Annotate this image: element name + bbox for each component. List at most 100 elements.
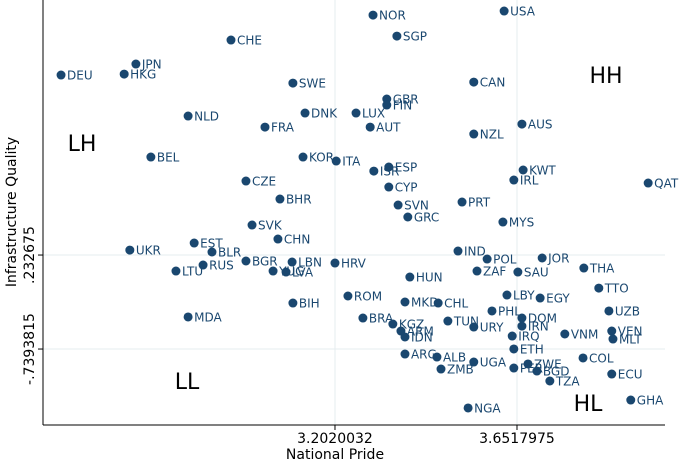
point <box>517 321 527 331</box>
point-label: ZWE <box>534 357 562 371</box>
point-label: AUT <box>376 121 401 135</box>
point <box>482 254 492 264</box>
point-label: KGZ <box>399 318 424 332</box>
point-label: EST <box>200 237 223 251</box>
y-axis-title: Infrastructure Quality <box>4 137 20 287</box>
point <box>247 220 257 230</box>
point-label: MKD <box>411 295 438 309</box>
point-label: TZA <box>555 375 581 389</box>
point-label: BGD <box>543 365 570 379</box>
point <box>125 245 135 255</box>
point <box>433 298 443 308</box>
point-label: MDA <box>194 310 222 324</box>
point <box>287 257 297 267</box>
point <box>472 266 482 276</box>
point <box>607 369 617 379</box>
point <box>268 266 278 276</box>
point-label: JPN <box>141 58 162 72</box>
point <box>453 246 463 256</box>
point-label: FIN <box>393 99 412 113</box>
point-label: IND <box>464 245 486 259</box>
point-label: LBY <box>513 289 535 303</box>
point <box>369 166 379 176</box>
point-label: USA <box>510 5 536 19</box>
point-label: IRN <box>528 320 549 334</box>
point-label: LBN <box>298 256 322 270</box>
y-tick-label: -.7393815 <box>22 313 38 385</box>
point-label: FRA <box>271 121 295 135</box>
point <box>241 176 251 186</box>
point-label: LVA <box>292 266 314 280</box>
point <box>146 152 156 162</box>
point-label: ZMB <box>447 363 474 377</box>
point-label: VEN <box>618 325 643 339</box>
point-label: UGA <box>480 356 507 370</box>
point <box>523 359 533 369</box>
y-tick-label: .232675 <box>22 226 38 284</box>
point-label: NOR <box>379 9 406 23</box>
point-label: BEL <box>157 151 180 165</box>
point <box>298 152 308 162</box>
x-tick-label: 3.6517975 <box>479 431 555 447</box>
point <box>626 395 636 405</box>
point-label: IRL <box>520 174 539 188</box>
point <box>207 247 217 257</box>
point-label: ALB <box>443 351 466 365</box>
point-label: SWE <box>299 77 326 91</box>
point <box>331 156 341 166</box>
point <box>607 326 617 336</box>
point-label: DEU <box>67 69 93 83</box>
point <box>469 322 479 332</box>
point <box>537 253 547 263</box>
point-label: GBR <box>393 93 419 107</box>
point <box>260 122 270 132</box>
point <box>330 258 340 268</box>
point <box>469 129 479 139</box>
quadrant-label: HL <box>574 392 604 417</box>
point <box>351 108 361 118</box>
point <box>288 298 298 308</box>
point-label: QAT <box>654 177 679 191</box>
point <box>183 312 193 322</box>
point <box>502 290 512 300</box>
point-label: CZE <box>252 175 276 189</box>
point-label: CHN <box>284 233 310 247</box>
point <box>275 194 285 204</box>
point <box>604 306 614 316</box>
point-label: GHA <box>637 394 664 408</box>
point <box>226 35 236 45</box>
point <box>509 344 519 354</box>
point <box>443 316 453 326</box>
point-label: COL <box>589 351 614 365</box>
point <box>463 403 473 413</box>
point-label: TTO <box>604 282 629 296</box>
point-label: BIH <box>299 297 320 311</box>
point-label: THA <box>589 262 615 276</box>
point <box>300 108 310 118</box>
point <box>358 313 368 323</box>
point-label: HUN <box>416 271 443 285</box>
point-label: SVN <box>404 199 429 213</box>
point <box>517 313 527 323</box>
point <box>183 111 193 121</box>
point <box>171 266 181 276</box>
point <box>469 357 479 367</box>
point-label: PHL <box>498 304 521 318</box>
point-label: IDN <box>411 331 433 345</box>
point-label: POL <box>493 253 517 267</box>
point <box>578 353 588 363</box>
point-label: UZB <box>615 304 640 318</box>
point <box>388 319 398 329</box>
point <box>131 59 141 69</box>
point-label: CHE <box>237 34 262 48</box>
point-label: DOM <box>528 312 557 326</box>
point <box>643 178 653 188</box>
point-label: MLT <box>619 333 642 347</box>
point-label: IRQ <box>518 330 539 344</box>
point <box>509 363 519 373</box>
point <box>507 331 517 341</box>
point-label: VNM <box>571 328 599 342</box>
point <box>608 334 618 344</box>
point <box>545 376 555 386</box>
point <box>384 182 394 192</box>
